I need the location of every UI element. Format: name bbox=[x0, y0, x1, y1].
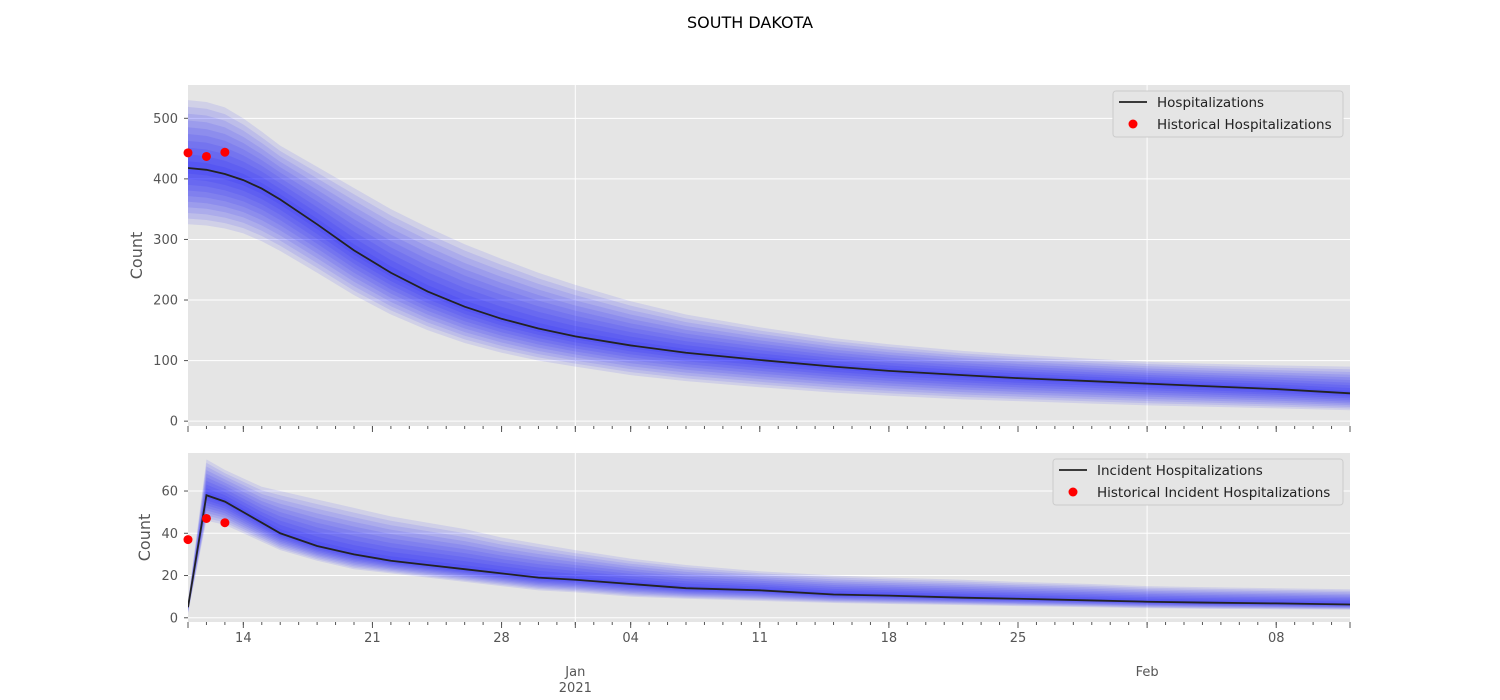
uncertainty-band bbox=[188, 480, 1350, 610]
y-tick-label: 200 bbox=[153, 294, 178, 309]
y-axis-label: Count bbox=[127, 232, 146, 280]
y-tick-label: 20 bbox=[161, 569, 178, 584]
historical-point bbox=[220, 518, 230, 528]
uncertainty-band bbox=[188, 120, 1350, 406]
x-tick-label: 08 bbox=[1268, 631, 1285, 646]
uncertainty-band bbox=[188, 154, 1350, 397]
plot-background bbox=[188, 85, 1350, 426]
legend-point-swatch bbox=[1068, 487, 1078, 497]
incident-hospitalizations-panel: 0 20 40 60 Count Incident Hospitalizations His… bbox=[135, 453, 1351, 628]
uncertainty-band bbox=[188, 459, 1350, 614]
y-tick-label: 500 bbox=[153, 112, 178, 127]
uncertainty-band bbox=[188, 147, 1350, 399]
median-line bbox=[188, 167, 1350, 395]
plot-area bbox=[188, 100, 1350, 411]
x-tick-label: Feb bbox=[1136, 665, 1159, 680]
uncertainty-band bbox=[188, 466, 1350, 613]
uncertainty-band bbox=[188, 113, 1350, 407]
median-line bbox=[188, 494, 1350, 608]
uncertainty-band bbox=[188, 127, 1350, 404]
legend-point-swatch bbox=[1128, 119, 1138, 129]
y-tick-label: 100 bbox=[153, 354, 178, 369]
uncertainty-band bbox=[188, 140, 1350, 401]
legend-label: Hospitalizations bbox=[1157, 95, 1264, 111]
hospitalizations-panel: 0 100 200 300 400 500 Count Hospitalizations His… bbox=[127, 85, 1351, 432]
historical-point bbox=[220, 147, 230, 157]
x-tick-sublabel: 2021 bbox=[559, 681, 592, 696]
uncertainty-band bbox=[188, 106, 1350, 409]
uncertainty-band bbox=[188, 134, 1350, 402]
figure-title: SOUTH DAKOTA bbox=[687, 13, 813, 32]
legend-label: Historical Hospitalizations bbox=[1157, 117, 1332, 133]
legend-label: Incident Hospitalizations bbox=[1097, 463, 1263, 479]
y-tick-label: 0 bbox=[170, 611, 178, 626]
uncertainty-band bbox=[188, 462, 1350, 613]
x-tick-label: 28 bbox=[493, 631, 510, 646]
y-tick-label: 0 bbox=[170, 415, 178, 430]
x-tick-label: Jan bbox=[564, 665, 585, 680]
y-tick-label: 400 bbox=[153, 172, 178, 187]
uncertainty-band bbox=[188, 470, 1350, 612]
x-tick-label: 14 bbox=[235, 631, 252, 646]
uncertainty-band bbox=[188, 473, 1350, 612]
plot-area bbox=[188, 459, 1350, 614]
legend bbox=[1052, 458, 1344, 506]
x-tick-label: 04 bbox=[622, 631, 639, 646]
historical-point bbox=[201, 151, 211, 161]
y-tick-label: 300 bbox=[153, 233, 178, 248]
uncertainty-band bbox=[188, 477, 1350, 611]
y-tick-label: 40 bbox=[161, 527, 178, 542]
legend-label: Historical Incident Hospitalizations bbox=[1097, 485, 1330, 501]
historical-point bbox=[201, 513, 211, 523]
x-tick-label: 18 bbox=[881, 631, 898, 646]
y-axis-label: Count bbox=[135, 514, 154, 562]
uncertainty-band bbox=[188, 100, 1350, 411]
x-tick-label: 25 bbox=[1010, 631, 1027, 646]
historical-point bbox=[183, 535, 193, 545]
historical-point bbox=[183, 148, 193, 158]
y-tick-label: 60 bbox=[161, 485, 178, 500]
x-tick-label: 11 bbox=[752, 631, 769, 646]
legend bbox=[1112, 90, 1344, 138]
x-tick-label: 21 bbox=[364, 631, 381, 646]
